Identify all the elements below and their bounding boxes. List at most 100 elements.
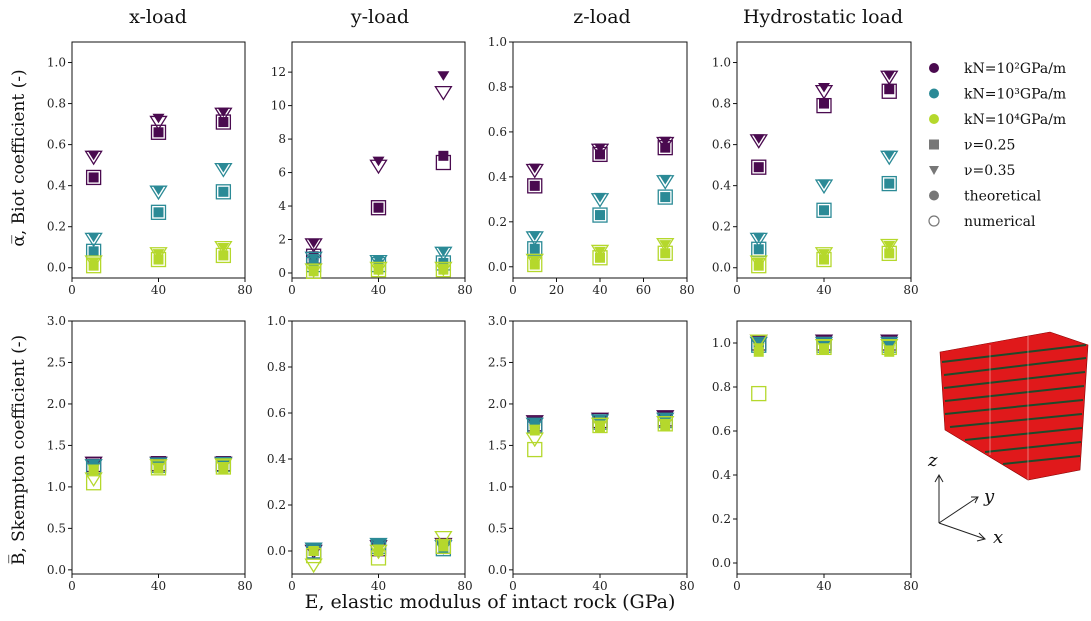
panel-r1c1: 0 40 80 0.0 0.2 0.4 0.6 0.8 1.0 bbox=[267, 314, 473, 593]
legend-label: theoretical bbox=[964, 189, 1042, 205]
theoretical-triangle-marker bbox=[437, 247, 450, 257]
legend-item-1: kN=10³GPa/m bbox=[929, 87, 1066, 103]
column-title-x-load: x-load bbox=[129, 6, 187, 28]
theoretical-triangle-marker bbox=[883, 240, 896, 251]
y-tick-label: 3.0 bbox=[488, 314, 507, 328]
legend-marker bbox=[929, 190, 939, 201]
numerical-square-marker bbox=[150, 204, 167, 220]
numerical-square-marker bbox=[370, 200, 387, 216]
theoretical-triangle-marker bbox=[307, 253, 320, 264]
legend-item-3: ν=0.25 bbox=[929, 138, 1015, 154]
x-tick-label: 60 bbox=[636, 283, 651, 297]
numerical-triangle-marker bbox=[880, 336, 899, 352]
y-tick-label: 0.6 bbox=[47, 138, 66, 152]
theoretical-triangle-marker bbox=[594, 143, 606, 154]
numerical-triangle-marker bbox=[656, 238, 675, 253]
theoretical-triangle-marker bbox=[87, 464, 100, 475]
y-tick-label: 1.0 bbox=[488, 35, 507, 49]
theoretical-square-marker bbox=[753, 162, 764, 173]
numerical-square-marker bbox=[527, 241, 543, 257]
y-tick-label: 0.5 bbox=[488, 521, 507, 535]
panel-r0c3: 0 40 80 0.0 0.2 0.4 0.6 0.8 1.0 bbox=[712, 41, 919, 297]
theoretical-triangle-marker bbox=[528, 255, 541, 266]
numerical-triangle-marker bbox=[304, 251, 323, 267]
y-tick-label: 0.0 bbox=[712, 556, 731, 570]
x-tick-label: 0 bbox=[68, 283, 76, 297]
x-tick-label: 0 bbox=[733, 579, 741, 593]
numerical-triangle-marker bbox=[749, 334, 768, 350]
x-tick-label: 0 bbox=[509, 283, 517, 297]
y-tick-label: 0.8 bbox=[488, 80, 507, 94]
panel-frame bbox=[71, 320, 246, 575]
numerical-triangle-marker bbox=[525, 253, 544, 269]
theoretical-triangle-marker bbox=[528, 231, 541, 241]
numerical-triangle-marker bbox=[214, 458, 233, 473]
y-tick-label: 2.0 bbox=[488, 397, 507, 411]
y-tick-label: 1.0 bbox=[47, 480, 66, 494]
y-tick-label: 0.4 bbox=[267, 452, 286, 466]
theoretical-square-marker bbox=[153, 127, 164, 138]
y-tick-label: 0.8 bbox=[267, 360, 286, 374]
numerical-square-marker bbox=[751, 159, 767, 175]
y-tick-label: 0.0 bbox=[488, 563, 507, 577]
numerical-square-marker bbox=[527, 441, 543, 458]
numerical-triangle-marker bbox=[814, 247, 834, 262]
theoretical-triangle-marker bbox=[307, 546, 320, 557]
panel-r0c2: 0 20 40 60 80 0.0 0.2 0.4 0.6 0.8 1.0 bbox=[488, 35, 695, 297]
y-tick-label: 0.0 bbox=[47, 563, 66, 577]
y-tick-label: 8 bbox=[278, 132, 286, 146]
theoretical-triangle-marker bbox=[752, 232, 765, 243]
x-tick-label: 80 bbox=[903, 283, 918, 297]
y-tick-label: 0.2 bbox=[712, 220, 731, 234]
theoretical-triangle-marker bbox=[818, 343, 830, 353]
panel-r0c0: 0 40 80 0.0 0.2 0.4 0.6 0.8 1.0 bbox=[47, 41, 253, 297]
x-tick-label: 80 bbox=[457, 283, 472, 297]
coordinate-axes bbox=[934, 473, 986, 542]
theoretical-triangle-marker bbox=[152, 113, 165, 124]
theoretical-triangle-marker bbox=[372, 544, 385, 555]
y-tick-label: 0.5 bbox=[47, 521, 66, 535]
axis-label-y: y bbox=[983, 486, 995, 507]
numerical-square-marker bbox=[85, 169, 102, 186]
y-tick-label: 1.0 bbox=[47, 56, 66, 70]
theoretical-triangle-marker bbox=[372, 255, 385, 265]
numerical-square-marker bbox=[435, 538, 452, 555]
theoretical-triangle-marker bbox=[372, 263, 385, 274]
numerical-square-marker bbox=[657, 189, 673, 205]
legend-label: kN=10⁴GPa/m bbox=[964, 112, 1066, 128]
y-tick-label: 1.5 bbox=[47, 438, 66, 452]
numerical-triangle-marker bbox=[149, 459, 168, 474]
ylabel-skempton: B̅, Skempton coefficient (-) bbox=[8, 335, 29, 565]
theoretical-triangle-marker bbox=[528, 418, 541, 429]
theoretical-triangle-marker bbox=[659, 174, 672, 185]
numerical-triangle-marker bbox=[590, 244, 610, 260]
y-tick-label: 6 bbox=[278, 166, 286, 180]
y-tick-label: 0.6 bbox=[712, 424, 731, 438]
legend-item-2: kN=10⁴GPa/m bbox=[929, 112, 1066, 128]
theoretical-square-marker bbox=[153, 207, 164, 218]
numerical-triangle-marker bbox=[656, 415, 675, 431]
theoretical-triangle-marker bbox=[818, 82, 830, 93]
x-tick-label: 40 bbox=[816, 283, 831, 297]
legend-marker bbox=[929, 166, 939, 175]
panel-frame bbox=[291, 320, 466, 575]
numerical-triangle-marker bbox=[434, 85, 453, 101]
legend-marker bbox=[929, 139, 939, 150]
y-tick-label: 0.0 bbox=[488, 260, 507, 274]
y-tick-label: 0.8 bbox=[47, 97, 66, 111]
axis-label-z: z bbox=[927, 450, 938, 471]
x-tick-label: 80 bbox=[903, 579, 918, 593]
y-tick-label: 0.2 bbox=[267, 498, 286, 512]
theoretical-triangle-marker bbox=[528, 163, 541, 174]
y-tick-label: 2 bbox=[278, 233, 286, 247]
y-tick-label: 0 bbox=[278, 266, 286, 280]
numerical-square-marker bbox=[215, 459, 232, 475]
legend-label: ν=0.25 bbox=[964, 138, 1015, 154]
theoretical-square-marker bbox=[819, 98, 829, 109]
theoretical-triangle-marker bbox=[152, 462, 165, 473]
x-tick-label: 80 bbox=[457, 579, 472, 593]
y-tick-label: 0.6 bbox=[267, 406, 286, 420]
x-tick-label: 0 bbox=[733, 283, 741, 297]
theoretical-triangle-marker bbox=[818, 179, 830, 189]
